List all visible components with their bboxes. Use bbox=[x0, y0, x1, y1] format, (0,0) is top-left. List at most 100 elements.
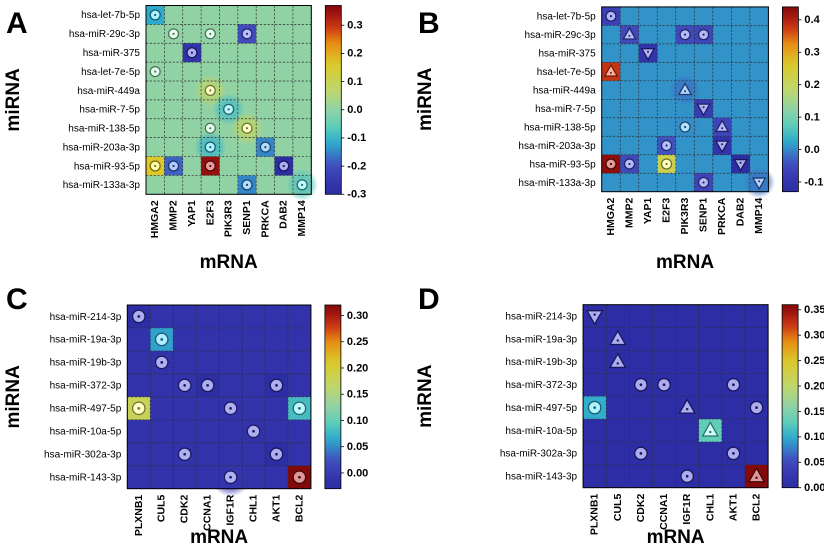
svg-text:hsa-miR-19a-3p: hsa-miR-19a-3p bbox=[505, 334, 577, 345]
svg-text:0.2: 0.2 bbox=[347, 48, 362, 60]
svg-text:AKT1: AKT1 bbox=[270, 495, 282, 523]
svg-text:hsa-miR-143-3p: hsa-miR-143-3p bbox=[50, 473, 122, 484]
svg-text:MMP2: MMP2 bbox=[168, 200, 180, 230]
svg-text:CCNA1: CCNA1 bbox=[658, 494, 670, 530]
svg-text:0.10: 0.10 bbox=[804, 431, 824, 443]
svg-text:-0.1: -0.1 bbox=[347, 132, 366, 144]
svg-text:0.25: 0.25 bbox=[804, 355, 824, 367]
svg-text:HMGA2: HMGA2 bbox=[149, 200, 161, 238]
svg-text:PRKCA: PRKCA bbox=[716, 197, 728, 235]
svg-text:C: C bbox=[6, 283, 28, 316]
svg-text:hsa-miR-93-5p: hsa-miR-93-5p bbox=[530, 159, 597, 170]
svg-text:hsa-let-7e-5p: hsa-let-7e-5p bbox=[537, 67, 596, 78]
svg-text:CDK2: CDK2 bbox=[179, 495, 191, 524]
svg-text:miRNA: miRNA bbox=[415, 364, 436, 428]
svg-text:E2F3: E2F3 bbox=[661, 198, 673, 223]
svg-text:MMP2: MMP2 bbox=[623, 198, 635, 228]
svg-text:hsa-miR-497-5p: hsa-miR-497-5p bbox=[505, 403, 577, 414]
svg-text:-0.1: -0.1 bbox=[804, 176, 823, 188]
svg-text:IGF1R: IGF1R bbox=[681, 493, 693, 524]
svg-text:0.00: 0.00 bbox=[804, 482, 824, 494]
svg-text:hsa-miR-375: hsa-miR-375 bbox=[83, 48, 141, 59]
svg-text:hsa-miR-19b-3p: hsa-miR-19b-3p bbox=[505, 357, 577, 368]
svg-text:hsa-miR-203a-3p: hsa-miR-203a-3p bbox=[518, 141, 596, 152]
svg-text:hsa-let-7b-5p: hsa-let-7b-5p bbox=[537, 11, 596, 22]
svg-text:BCL2: BCL2 bbox=[293, 495, 305, 523]
svg-text:mRNA: mRNA bbox=[656, 252, 714, 273]
svg-text:MMP14: MMP14 bbox=[296, 200, 308, 236]
svg-text:hsa-miR-497-5p: hsa-miR-497-5p bbox=[50, 404, 122, 415]
svg-text:0.25: 0.25 bbox=[347, 336, 368, 348]
svg-text:0.05: 0.05 bbox=[804, 457, 824, 469]
svg-text:E2F3: E2F3 bbox=[204, 200, 216, 225]
svg-text:PIK3R3: PIK3R3 bbox=[223, 200, 235, 237]
svg-text:hsa-miR-133a-3p: hsa-miR-133a-3p bbox=[518, 178, 596, 189]
svg-text:hsa-miR-375: hsa-miR-375 bbox=[538, 48, 596, 59]
svg-text:DAB2: DAB2 bbox=[278, 200, 290, 229]
svg-text:0.2: 0.2 bbox=[804, 79, 819, 91]
svg-text:hsa-miR-143-3p: hsa-miR-143-3p bbox=[505, 472, 577, 483]
svg-text:hsa-let-7b-5p: hsa-let-7b-5p bbox=[81, 10, 140, 21]
svg-text:hsa-miR-10a-5p: hsa-miR-10a-5p bbox=[505, 426, 577, 437]
svg-text:A: A bbox=[6, 7, 28, 40]
svg-text:miRNA: miRNA bbox=[3, 68, 24, 132]
svg-text:0.0: 0.0 bbox=[347, 104, 362, 116]
svg-text:CHL1: CHL1 bbox=[704, 494, 716, 522]
svg-text:mRNA: mRNA bbox=[190, 527, 248, 548]
svg-text:D: D bbox=[418, 283, 440, 316]
svg-text:mRNA: mRNA bbox=[647, 527, 705, 548]
svg-text:hsa-let-7e-5p: hsa-let-7e-5p bbox=[81, 67, 140, 78]
svg-text:PIK3R3: PIK3R3 bbox=[679, 198, 691, 235]
svg-text:0.3: 0.3 bbox=[804, 47, 819, 59]
svg-text:hsa-miR-372-3p: hsa-miR-372-3p bbox=[50, 381, 122, 392]
svg-text:0.00: 0.00 bbox=[347, 467, 368, 479]
svg-text:0.4: 0.4 bbox=[804, 14, 820, 26]
svg-text:hsa-miR-449a: hsa-miR-449a bbox=[533, 85, 596, 96]
svg-text:PRKCA: PRKCA bbox=[259, 200, 271, 238]
svg-text:hsa-miR-449a: hsa-miR-449a bbox=[77, 86, 140, 97]
svg-text:AKT1: AKT1 bbox=[727, 494, 739, 522]
svg-text:miRNA: miRNA bbox=[3, 365, 24, 429]
svg-text:0.10: 0.10 bbox=[347, 415, 368, 427]
svg-text:YAP1: YAP1 bbox=[642, 198, 654, 225]
svg-text:hsa-miR-93-5p: hsa-miR-93-5p bbox=[74, 161, 141, 172]
svg-text:hsa-miR-19a-3p: hsa-miR-19a-3p bbox=[50, 335, 122, 346]
svg-text:SENP1: SENP1 bbox=[241, 200, 253, 235]
svg-text:HMGA2: HMGA2 bbox=[605, 198, 617, 236]
svg-text:hsa-miR-214-3p: hsa-miR-214-3p bbox=[505, 311, 577, 322]
svg-text:IGF1R: IGF1R bbox=[225, 494, 237, 525]
svg-text:0.3: 0.3 bbox=[347, 20, 362, 32]
svg-text:hsa-miR-138-5p: hsa-miR-138-5p bbox=[68, 124, 140, 135]
svg-text:hsa-miR-133a-3p: hsa-miR-133a-3p bbox=[63, 180, 141, 191]
svg-text:YAP1: YAP1 bbox=[186, 200, 198, 227]
svg-text:hsa-miR-302a-3p: hsa-miR-302a-3p bbox=[500, 449, 578, 460]
svg-text:0.20: 0.20 bbox=[347, 362, 368, 374]
svg-text:DAB2: DAB2 bbox=[735, 198, 747, 227]
svg-text:MMP14: MMP14 bbox=[753, 198, 765, 234]
svg-text:PLXNB1: PLXNB1 bbox=[133, 495, 145, 537]
svg-text:miRNA: miRNA bbox=[415, 67, 436, 131]
svg-text:0.0: 0.0 bbox=[804, 144, 819, 156]
svg-text:0.15: 0.15 bbox=[804, 406, 824, 418]
svg-text:CUL5: CUL5 bbox=[156, 495, 168, 523]
svg-text:B: B bbox=[418, 7, 440, 40]
svg-text:hsa-miR-7-5p: hsa-miR-7-5p bbox=[79, 105, 140, 116]
svg-text:0.15: 0.15 bbox=[347, 389, 368, 401]
svg-text:PLXNB1: PLXNB1 bbox=[589, 494, 601, 536]
svg-text:0.20: 0.20 bbox=[804, 380, 824, 392]
svg-text:0.30: 0.30 bbox=[804, 330, 824, 342]
svg-text:hsa-miR-302a-3p: hsa-miR-302a-3p bbox=[44, 450, 122, 461]
svg-text:-0.2: -0.2 bbox=[347, 160, 366, 172]
svg-text:mRNA: mRNA bbox=[200, 252, 258, 273]
svg-text:0.35: 0.35 bbox=[804, 304, 824, 316]
svg-text:hsa-miR-29c-3p: hsa-miR-29c-3p bbox=[525, 30, 597, 41]
svg-text:0.1: 0.1 bbox=[804, 111, 819, 123]
svg-text:SENP1: SENP1 bbox=[698, 198, 710, 233]
svg-text:hsa-miR-372-3p: hsa-miR-372-3p bbox=[505, 380, 577, 391]
svg-text:CUL5: CUL5 bbox=[612, 494, 624, 522]
svg-text:hsa-miR-10a-5p: hsa-miR-10a-5p bbox=[50, 427, 122, 438]
svg-text:hsa-miR-203a-3p: hsa-miR-203a-3p bbox=[63, 142, 141, 153]
svg-text:0.1: 0.1 bbox=[347, 76, 362, 88]
svg-text:hsa-miR-29c-3p: hsa-miR-29c-3p bbox=[69, 29, 141, 40]
svg-text:hsa-miR-7-5p: hsa-miR-7-5p bbox=[535, 104, 596, 115]
